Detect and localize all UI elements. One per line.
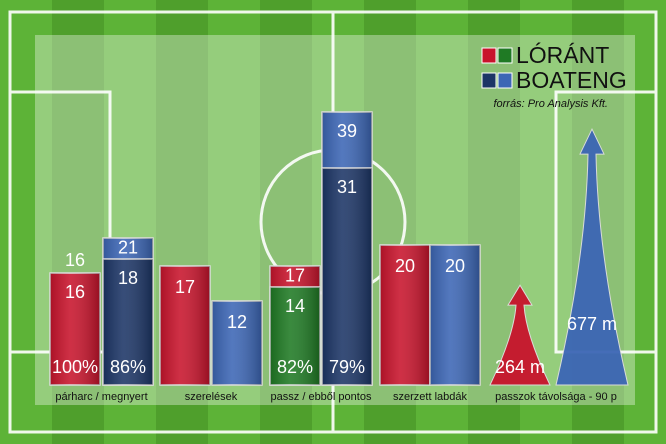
marks: 16 16 100% 21 18 86% párharc / megnyert 17 12 sze… xyxy=(49,111,629,403)
legend-swatch xyxy=(497,72,513,89)
group-label: szerelések xyxy=(185,391,238,403)
total-label: 16 xyxy=(65,250,85,270)
total-label: 17 xyxy=(285,265,305,285)
distance-arrow xyxy=(555,127,629,386)
percent-label: 86% xyxy=(110,357,146,377)
part-label: 18 xyxy=(118,268,138,288)
total-label: 17 xyxy=(175,277,195,297)
part-label: 14 xyxy=(285,296,305,316)
legend-label: LÓRÁNT xyxy=(516,42,609,68)
bar-shade xyxy=(212,301,262,385)
group-label: passzok távolsága - 90 p xyxy=(495,391,617,403)
group-label: passz / ebből pontos xyxy=(271,391,372,403)
total-label: 20 xyxy=(445,256,465,276)
distance-label: 677 m xyxy=(567,314,617,334)
bar-shade xyxy=(160,266,210,385)
percent-label: 82% xyxy=(277,357,313,377)
legend-swatch xyxy=(481,47,497,64)
source: forrás: Pro Analysis Kft. xyxy=(493,98,608,110)
part-label: 31 xyxy=(337,177,357,197)
bar-shade xyxy=(322,168,372,385)
total-label: 20 xyxy=(395,256,415,276)
total-label: 39 xyxy=(337,121,357,141)
distance-arrow xyxy=(489,284,551,386)
total-label: 21 xyxy=(118,237,138,257)
bar-shade xyxy=(430,245,480,385)
part-label: 16 xyxy=(65,282,85,302)
legend-swatch xyxy=(481,72,497,89)
bar-shade xyxy=(270,287,320,385)
bar-shade xyxy=(103,259,153,385)
group-label: szerzett labdák xyxy=(393,391,467,403)
grass-stripe xyxy=(624,0,666,444)
bar-shade xyxy=(380,245,430,385)
total-label: 12 xyxy=(227,312,247,332)
legend-label: BOATENG xyxy=(516,67,627,93)
group-label: párharc / megnyert xyxy=(55,391,147,403)
percent-label: 79% xyxy=(329,357,365,377)
bar-shade xyxy=(50,273,100,385)
legend-swatch xyxy=(497,47,513,64)
percent-label: 100% xyxy=(52,357,98,377)
distance-label: 264 m xyxy=(495,357,545,377)
